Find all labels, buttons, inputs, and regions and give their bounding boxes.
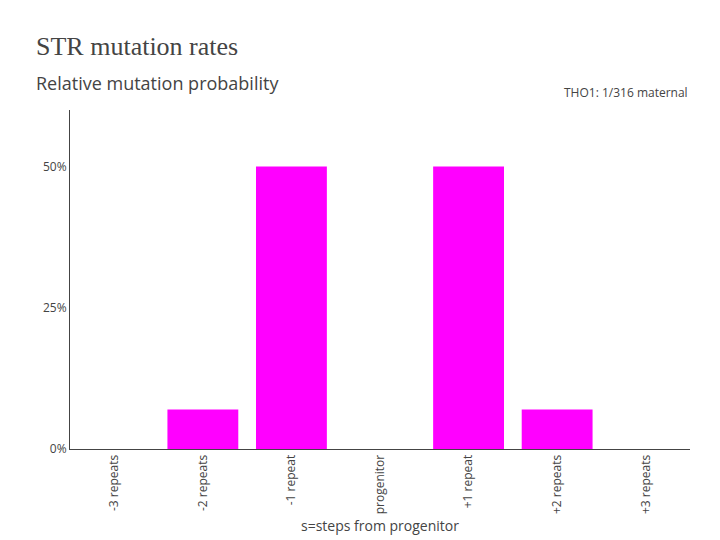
svg-text:50%: 50% [43, 158, 67, 175]
svg-text:+3 repeats: +3 repeats [637, 455, 654, 515]
svg-text:-2 repeats: -2 repeats [194, 455, 211, 512]
svg-text:-3 repeats: -3 repeats [105, 455, 122, 512]
svg-text:progenitor: progenitor [371, 455, 388, 515]
svg-text:+2 repeats: +2 repeats [548, 455, 565, 515]
svg-text:25%: 25% [43, 299, 67, 316]
svg-text:Relative mutation probability: Relative mutation probability [36, 71, 279, 95]
svg-text:s=steps from progenitor: s=steps from progenitor [301, 516, 459, 535]
svg-text:THO1: 1/316 maternal: THO1: 1/316 maternal [564, 84, 688, 101]
svg-text:0%: 0% [50, 440, 67, 457]
svg-text:STR mutation rates: STR mutation rates [36, 32, 238, 61]
svg-text:+1 repeat: +1 repeat [459, 455, 476, 509]
svg-text:-1 repeat: -1 repeat [282, 455, 299, 506]
